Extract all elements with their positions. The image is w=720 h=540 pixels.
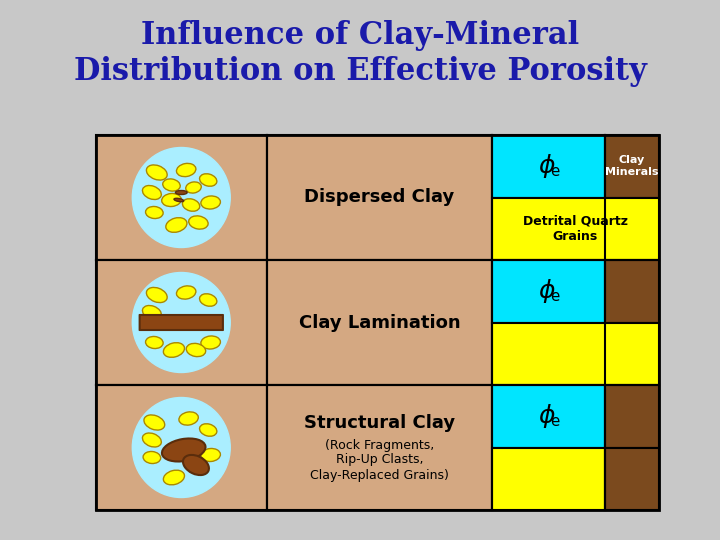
Ellipse shape (199, 424, 217, 436)
Bar (605, 385, 659, 448)
Ellipse shape (146, 165, 167, 180)
Circle shape (132, 273, 230, 373)
Bar (492, 198, 659, 260)
Bar (96, 135, 267, 260)
Text: e: e (550, 289, 559, 303)
Text: e: e (550, 164, 559, 179)
Ellipse shape (201, 196, 220, 209)
Ellipse shape (183, 455, 209, 475)
Ellipse shape (143, 451, 161, 463)
Ellipse shape (166, 218, 187, 232)
Ellipse shape (163, 470, 184, 485)
Bar (492, 135, 605, 198)
Text: Clay
Minerals: Clay Minerals (605, 156, 659, 177)
Bar (492, 260, 605, 322)
Ellipse shape (144, 415, 165, 430)
Bar (96, 135, 659, 510)
Text: Structural Clay: Structural Clay (304, 414, 455, 431)
Ellipse shape (176, 286, 196, 299)
Bar (96, 385, 267, 510)
Circle shape (132, 147, 230, 247)
Bar (492, 385, 605, 448)
Bar (267, 260, 492, 385)
Bar (492, 322, 659, 385)
Ellipse shape (163, 179, 180, 191)
Ellipse shape (199, 294, 217, 306)
Ellipse shape (145, 206, 163, 219)
Ellipse shape (162, 193, 181, 206)
Ellipse shape (143, 306, 161, 320)
Ellipse shape (186, 182, 202, 193)
Bar (605, 135, 659, 198)
Ellipse shape (162, 438, 205, 462)
Text: ϕ: ϕ (539, 279, 555, 303)
Ellipse shape (179, 412, 198, 425)
Ellipse shape (143, 433, 161, 447)
Ellipse shape (163, 343, 184, 357)
Ellipse shape (199, 174, 217, 186)
Ellipse shape (145, 336, 163, 348)
Ellipse shape (176, 164, 196, 177)
Bar (605, 448, 659, 510)
Ellipse shape (174, 198, 184, 202)
Ellipse shape (201, 336, 220, 349)
Ellipse shape (182, 199, 199, 211)
Ellipse shape (186, 343, 206, 356)
Text: Clay Lamination: Clay Lamination (299, 314, 460, 332)
Ellipse shape (143, 186, 161, 199)
Ellipse shape (146, 287, 167, 302)
Ellipse shape (189, 216, 208, 229)
FancyBboxPatch shape (140, 315, 223, 330)
Ellipse shape (201, 448, 220, 462)
Bar (492, 448, 605, 510)
Text: Influence of Clay-Mineral
Distribution on Effective Porosity: Influence of Clay-Mineral Distribution o… (73, 20, 647, 87)
Text: ϕ: ϕ (539, 404, 555, 428)
Bar (267, 385, 492, 510)
Bar (605, 260, 659, 322)
Ellipse shape (176, 191, 187, 194)
Circle shape (132, 397, 230, 497)
Text: Detrital Quartz
Grains: Detrital Quartz Grains (523, 215, 628, 243)
Text: Dispersed Clay: Dispersed Clay (305, 188, 455, 206)
Bar (96, 260, 267, 385)
Bar (267, 135, 492, 260)
Text: (Rock Fragments,
Rip-Up Clasts,
Clay-Replaced Grains): (Rock Fragments, Rip-Up Clasts, Clay-Rep… (310, 438, 449, 482)
Text: ϕ: ϕ (539, 154, 555, 178)
Text: e: e (550, 414, 559, 429)
